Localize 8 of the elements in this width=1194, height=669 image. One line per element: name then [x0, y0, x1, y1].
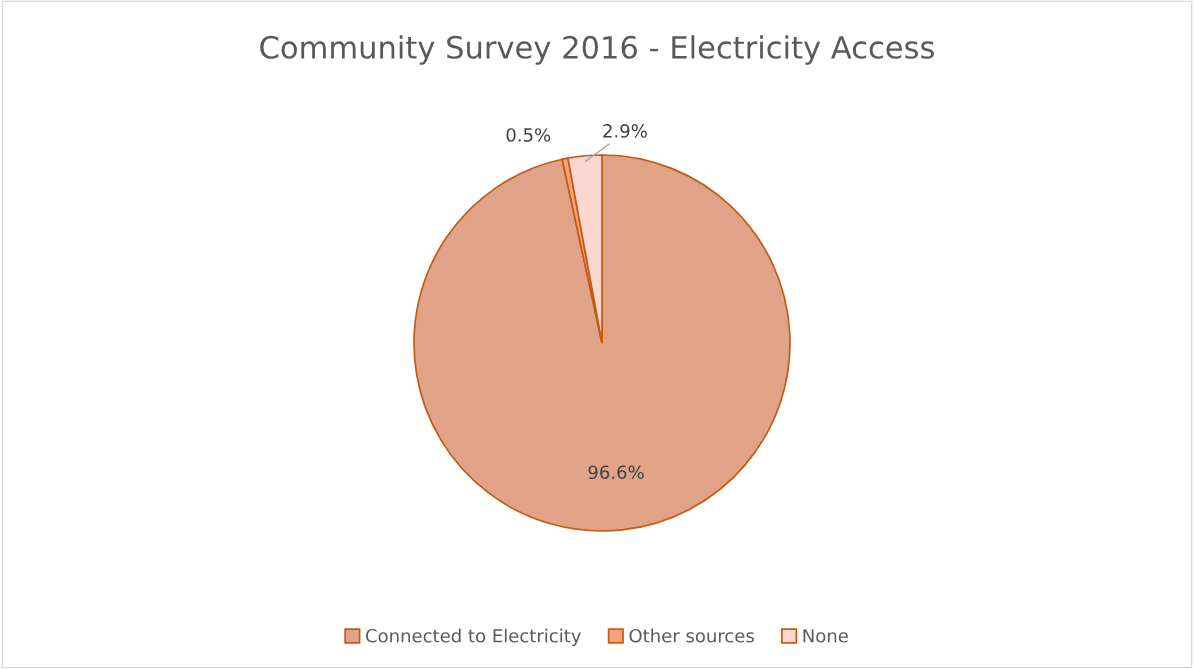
pie-slice: [413, 154, 791, 532]
data-label: 96.6%: [588, 465, 644, 480]
chart-title: Community Survey 2016 - Electricity Access: [260, 35, 934, 65]
legend-label: Other sources: [629, 628, 754, 643]
legend-label: None: [803, 629, 848, 643]
data-label: 2.9%: [603, 124, 647, 138]
data-label: 0.5%: [506, 128, 551, 142]
legend-label: Connected to Electricity: [366, 628, 581, 647]
